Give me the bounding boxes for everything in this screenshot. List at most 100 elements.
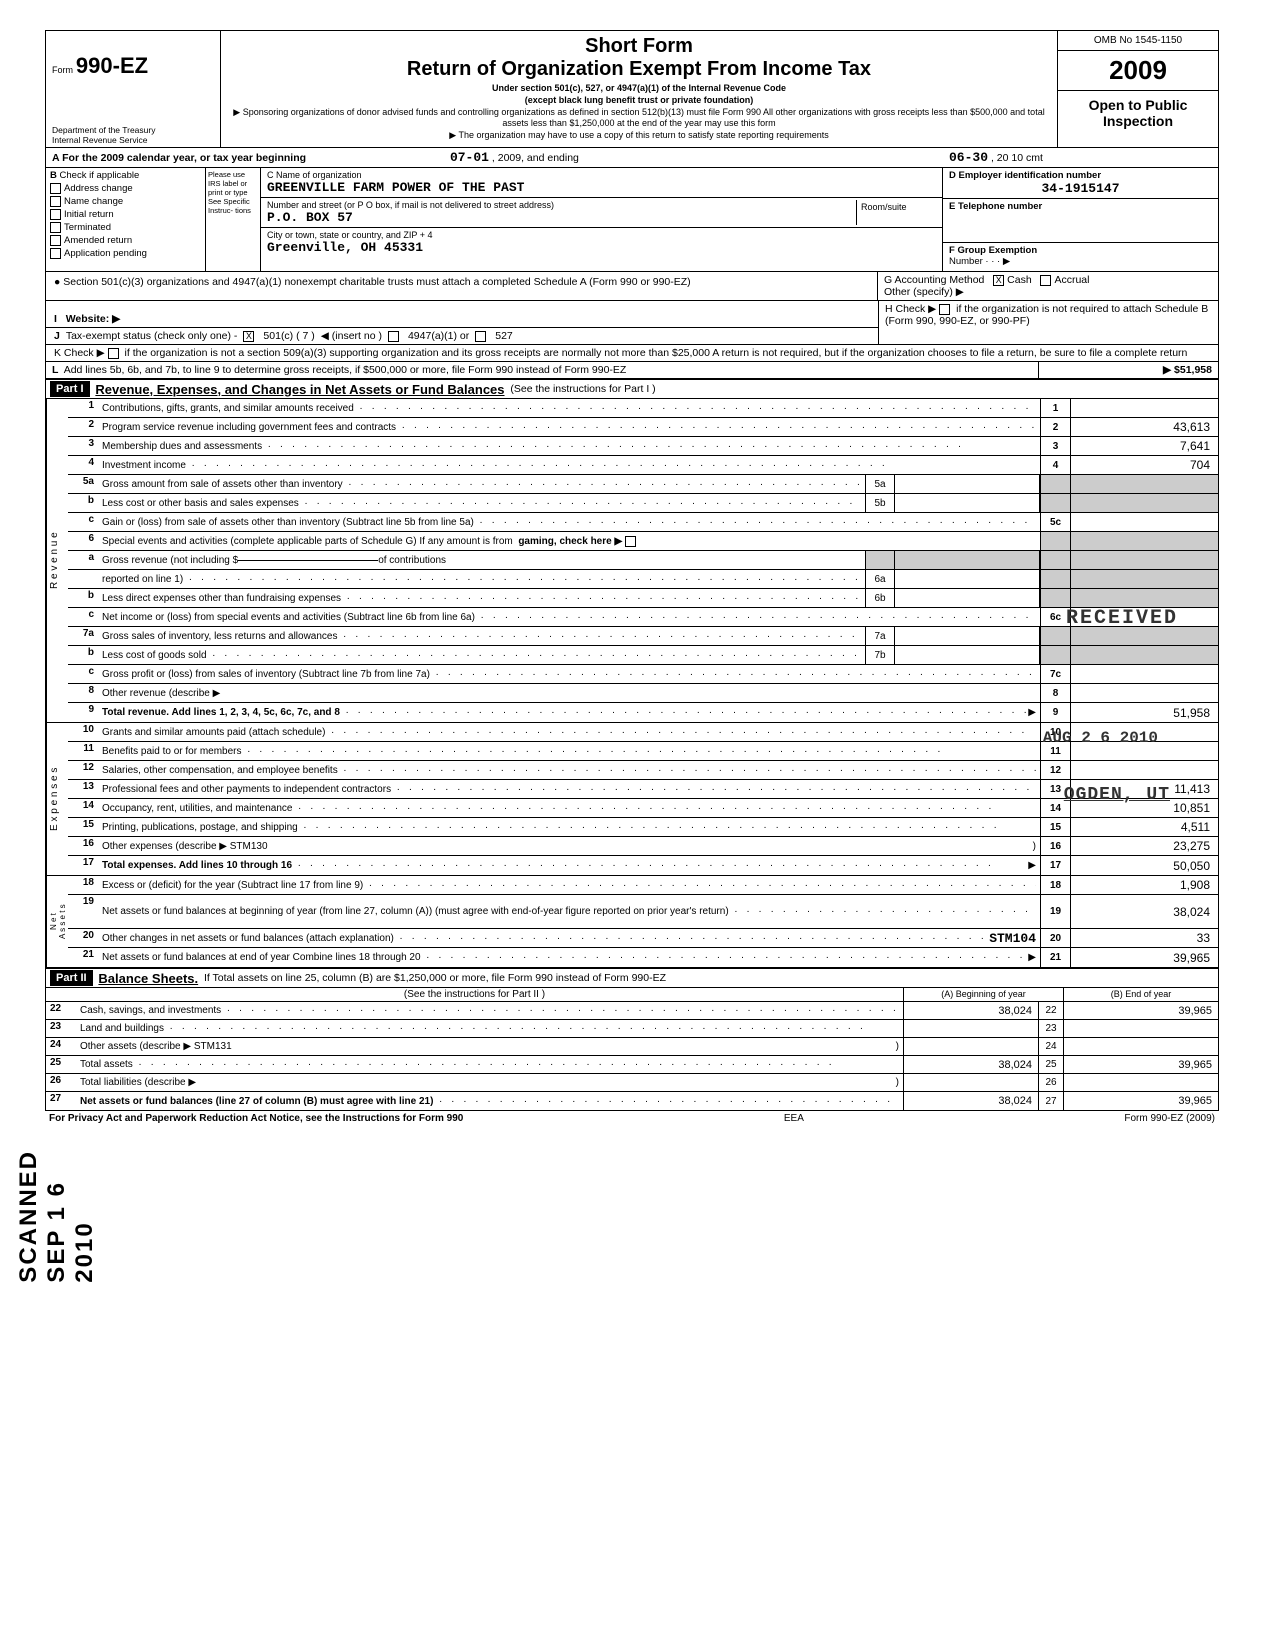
title-short-form: Short Form — [227, 35, 1051, 58]
checkbox-application-pending[interactable] — [50, 248, 61, 259]
sidebar-expenses: E x p e n s e s — [46, 723, 68, 875]
line22-a: 38,024 — [903, 1002, 1038, 1019]
dept-irs: Internal Revenue Service — [52, 135, 155, 145]
i-website-h-block: I Website: ▶ J Tax-exempt status (check … — [46, 301, 1218, 345]
line11-label: Benefits paid to or for members — [102, 746, 242, 757]
checkbox-k[interactable] — [108, 348, 119, 359]
line22-b: 39,965 — [1063, 1002, 1218, 1019]
f-group-label: F Group Exemption — [949, 245, 1212, 256]
j-label: J — [54, 330, 60, 342]
i-label: I — [54, 313, 57, 325]
line20-value: 33 — [1070, 929, 1218, 947]
copy-note: ▶ The organization may have to use a cop… — [227, 130, 1051, 141]
org-city: Greenville, OH 45331 — [267, 240, 936, 255]
checkbox-amended[interactable] — [50, 235, 61, 246]
subtitle-under: Under section 501(c), 527, or 4947(a)(1)… — [227, 83, 1051, 93]
line9-label: Total revenue. Add lines 1, 2, 3, 4, 5c,… — [102, 707, 340, 718]
part2-label: Part II — [50, 970, 93, 986]
period-end: 06-30 — [949, 150, 988, 165]
line27-a: 38,024 — [903, 1092, 1038, 1110]
subtitle-except: (except black lung benefit trust or priv… — [227, 95, 1051, 105]
line12-label: Salaries, other compensation, and employ… — [102, 765, 338, 776]
form-number: 990-EZ — [76, 53, 148, 78]
line23-label: Land and buildings — [80, 1023, 164, 1034]
line22-label: Cash, savings, and investments — [80, 1005, 221, 1016]
check-if-applicable: Check if applicable — [60, 170, 140, 181]
title-return: Return of Organization Exempt From Incom… — [227, 58, 1051, 81]
line16-label: Other expenses (describe ▶ STM130 — [102, 841, 268, 852]
checkbox-address-change[interactable] — [50, 183, 61, 194]
line2-value: 43,613 — [1070, 418, 1218, 436]
line7c-label: Gross profit or (loss) from sales of inv… — [102, 669, 430, 680]
line13-label: Professional fees and other payments to … — [102, 784, 391, 795]
line6-label: Special events and activities (complete … — [102, 536, 513, 547]
d-ein-label: D Employer identification number — [949, 170, 1212, 181]
dept-treasury: Department of the Treasury — [52, 125, 155, 135]
line21-label: Net assets or fund balances at end of ye… — [102, 952, 421, 963]
k-text: if the organization is not a section 509… — [125, 347, 1188, 359]
h-check-label: H Check ▶ — [885, 303, 936, 315]
checkbox-name-change[interactable] — [50, 196, 61, 207]
omb-number: OMB No 1545-1150 — [1058, 31, 1218, 51]
line15-label: Printing, publications, postage, and shi… — [102, 822, 298, 833]
line26-label: Total liabilities (describe ▶ — [80, 1077, 196, 1088]
part1-instr: (See the instructions for Part I ) — [510, 383, 655, 395]
line13-value: 11,413 — [1070, 780, 1218, 798]
irs-instructions: Please use IRS label or print or type Se… — [206, 168, 261, 271]
part1-title: Revenue, Expenses, and Changes in Net As… — [95, 382, 504, 397]
line17-label: Total expenses. Add lines 10 through 16 — [102, 860, 292, 871]
line17-value: 50,050 — [1070, 856, 1218, 875]
checkbox-gaming[interactable] — [625, 536, 636, 547]
website-label: Website: ▶ — [66, 313, 121, 325]
checkbox-initial-return[interactable] — [50, 209, 61, 220]
balance-see-instr: (See the instructions for Part II ) — [46, 988, 903, 1001]
ein-value: 34-1915147 — [949, 181, 1212, 196]
line21-value: 39,965 — [1070, 948, 1218, 967]
form-label: Form — [52, 65, 73, 75]
line5c-label: Gain or (loss) from sale of assets other… — [102, 517, 474, 528]
line20-label: Other changes in net assets or fund bala… — [102, 933, 394, 944]
form-footer: For Privacy Act and Paperwork Reduction … — [45, 1111, 1219, 1126]
g-other: Other (specify) ▶ — [884, 286, 1212, 298]
line15-value: 4,511 — [1070, 818, 1218, 836]
checkbox-cash[interactable]: X — [993, 275, 1004, 286]
501c-value: 501(c) ( 7 ) — [263, 330, 314, 342]
line14-value: 10,851 — [1070, 799, 1218, 817]
footer-left: For Privacy Act and Paperwork Reduction … — [49, 1113, 463, 1124]
period-label: A For the 2009 calendar year, or tax yea… — [52, 152, 306, 164]
4947-label: 4947(a)(1) or — [408, 330, 469, 342]
line27-label: Net assets or fund balances (line 27 of … — [80, 1096, 433, 1107]
c-name-label: C Name of organization — [267, 170, 936, 180]
line19-value: 38,024 — [1070, 895, 1218, 928]
footer-mid: EEA — [784, 1113, 804, 1124]
line20-stm: STM104 — [989, 931, 1036, 946]
l-label: L — [52, 364, 58, 376]
line19-label: Net assets or fund balances at beginning… — [102, 906, 729, 917]
line25-b: 39,965 — [1063, 1056, 1218, 1073]
checkbox-schedule-b[interactable] — [939, 304, 950, 315]
revenue-section: R e v e n u e RECEIVED 1Contributions, g… — [46, 399, 1218, 723]
checkbox-accrual[interactable] — [1040, 275, 1051, 286]
section-501-gh: ● Section 501(c)(3) organizations and 49… — [46, 272, 1218, 301]
line7b-label: Less cost of goods sold — [102, 650, 207, 661]
part1-label: Part I — [50, 381, 90, 397]
period-begin: 07-01 — [309, 150, 489, 165]
line3-label: Membership dues and assessments — [102, 441, 262, 452]
line5a-label: Gross amount from sale of assets other t… — [102, 479, 343, 490]
part2-title: Balance Sheets. — [98, 971, 198, 986]
room-suite-label: Room/suite — [856, 200, 936, 225]
part2-header: Part II Balance Sheets. If Total assets … — [46, 969, 1218, 988]
checkbox-527[interactable] — [475, 331, 486, 342]
line8-label: Other revenue (describe ▶ — [102, 688, 220, 699]
sidebar-revenue: R e v e n u e — [46, 399, 68, 722]
line5b-label: Less cost or other basis and sales expen… — [102, 498, 299, 509]
vertical-stamp-scanned: SCANNED SEP 1 6 2010 — [15, 1150, 99, 1283]
l-text: Add lines 5b, 6b, and 7b, to line 9 to d… — [64, 364, 627, 376]
expenses-section: E x p e n s e s AUG 2 6 2010 OGDEN, UT 1… — [46, 723, 1218, 876]
k-label: K Check ▶ — [54, 347, 105, 359]
checkbox-4947[interactable] — [388, 331, 399, 342]
checkbox-terminated[interactable] — [50, 222, 61, 233]
line6-gaming: gaming, check here ▶ — [518, 536, 622, 547]
line6c-label: Net income or (loss) from special events… — [102, 612, 475, 623]
checkbox-501c[interactable]: X — [243, 331, 254, 342]
